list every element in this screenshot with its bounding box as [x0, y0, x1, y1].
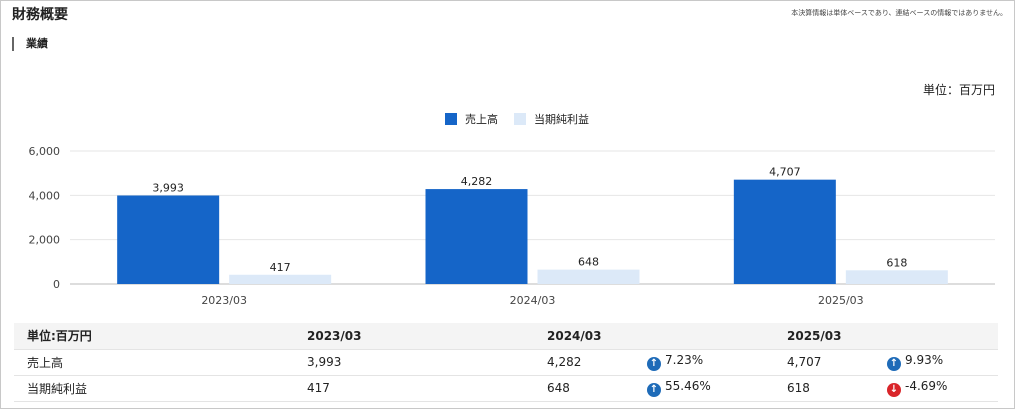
- data-label: 417: [270, 261, 291, 274]
- data-label: 4,707: [769, 166, 801, 179]
- disclaimer-note: 本決算情報は単体ベースであり、連結ベースの情報ではありません。: [791, 9, 1007, 17]
- bar-sales: [425, 189, 528, 284]
- cell-value: 4,707: [774, 349, 874, 376]
- data-label: 618: [886, 256, 907, 269]
- legend-label-sales: 売上高: [465, 113, 498, 126]
- bar-chart: 0 2,000 4,000 6,000 3,993 417 2023/03 4,282 648 2…: [29, 145, 995, 307]
- financial-table: 単位:百万円 2023/03 2024/03 2025/03 売上高 3,993…: [14, 323, 998, 402]
- change-value: 9.93%: [905, 353, 944, 367]
- y-tick-label: 2,000: [29, 234, 61, 247]
- legend-swatch-profit: [514, 113, 526, 125]
- header-2023: 2023/03: [294, 323, 534, 350]
- change-value: -4.69%: [905, 379, 948, 393]
- table-row: 売上高 3,993 4,282 ↑ 7.23% 4,707 ↑ 9.93%: [14, 349, 998, 376]
- arrow-up-icon: ↑: [647, 383, 661, 397]
- cell-change: ↓ -4.69%: [874, 375, 998, 402]
- change-value: 7.23%: [665, 353, 704, 367]
- bar-sales: [117, 195, 220, 284]
- bar-profit: [229, 274, 332, 284]
- change-value: 55.46%: [665, 379, 711, 393]
- cell-value: 417: [294, 375, 534, 402]
- data-label: 4,282: [461, 175, 493, 188]
- row-label: 売上高: [14, 349, 294, 376]
- cell-value: 648: [534, 375, 634, 402]
- table-row: 当期純利益 417 648 ↑ 55.46% 618 ↓ -4.69%: [14, 375, 998, 402]
- cell-change: ↑ 9.93%: [874, 349, 998, 376]
- bar-profit: [845, 270, 948, 284]
- legend-swatch-sales: [445, 113, 457, 125]
- section-heading: 業績: [12, 37, 48, 51]
- cell-value: 3,993: [294, 349, 534, 376]
- cell-change: ↑ 7.23%: [634, 349, 774, 376]
- header-unit: 単位:百万円: [14, 323, 294, 350]
- header-2024-change: [634, 323, 774, 350]
- unit-label: 単位：百万円: [922, 83, 995, 97]
- table-header-row: 単位:百万円 2023/03 2024/03 2025/03: [14, 323, 998, 350]
- y-tick-label: 4,000: [29, 189, 61, 202]
- y-tick-label: 0: [53, 278, 60, 291]
- row-label: 当期純利益: [14, 375, 294, 402]
- arrow-up-icon: ↑: [647, 357, 661, 371]
- arrow-down-icon: ↓: [887, 383, 901, 397]
- bar-sales: [733, 179, 836, 284]
- x-tick-label: 2024/03: [510, 294, 556, 307]
- legend-item-profit[interactable]: 当期純利益: [514, 111, 589, 127]
- legend-label-profit: 当期純利益: [534, 113, 589, 126]
- header-2024: 2024/03: [534, 323, 634, 350]
- cell-change: ↑ 55.46%: [634, 375, 774, 402]
- bar-profit: [537, 269, 640, 284]
- cell-value: 4,282: [534, 349, 634, 376]
- header-2025: 2025/03: [774, 323, 874, 350]
- data-label: 648: [578, 256, 599, 269]
- x-tick-label: 2025/03: [818, 294, 864, 307]
- arrow-up-icon: ↑: [887, 357, 901, 371]
- cell-value: 618: [774, 375, 874, 402]
- page-title: 財務概要: [12, 7, 68, 23]
- legend-item-sales[interactable]: 売上高: [445, 111, 498, 127]
- x-tick-label: 2023/03: [201, 294, 247, 307]
- data-label: 3,993: [152, 181, 184, 194]
- y-tick-label: 6,000: [29, 145, 61, 158]
- chart-legend: 売上高 当期純利益: [445, 111, 605, 127]
- header-2025-change: [874, 323, 998, 350]
